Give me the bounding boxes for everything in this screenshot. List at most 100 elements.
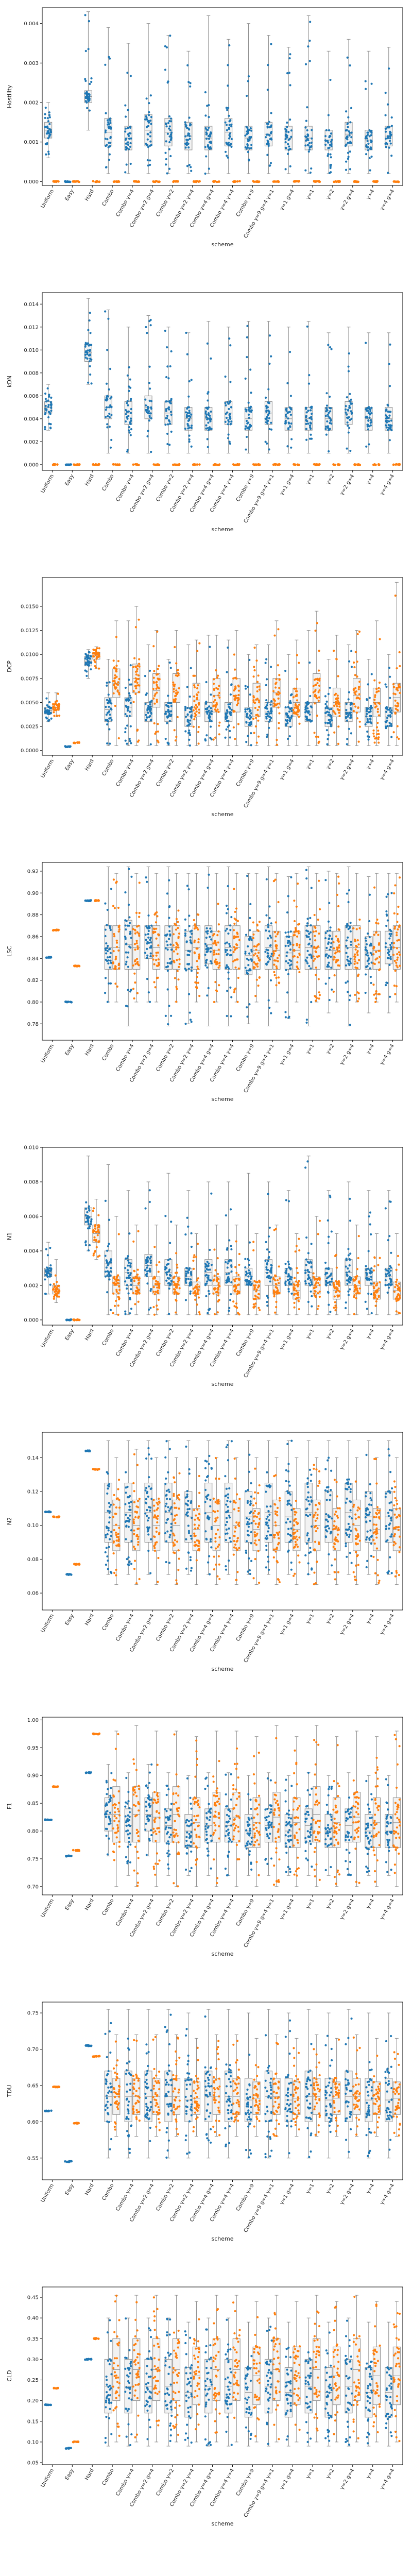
y-tick-label: 0.006 [24, 394, 39, 399]
strip-point [264, 136, 267, 139]
strip-point [255, 948, 258, 951]
strip-point [346, 447, 348, 450]
strip-point [168, 127, 170, 130]
strip-point [87, 655, 89, 658]
strip-point [196, 972, 199, 974]
strip-point [128, 945, 131, 948]
strip-point [310, 944, 313, 947]
strip-point [145, 939, 147, 941]
strip-point [105, 409, 107, 411]
strip-point [269, 703, 272, 706]
strip-point [350, 107, 353, 109]
x-tick-label: Easy [64, 1043, 75, 1057]
strip-point [190, 1274, 193, 1276]
strip-point [310, 956, 313, 959]
strip-point [374, 992, 377, 995]
strip-point [347, 901, 350, 904]
strip-point [129, 1274, 132, 1276]
strip-point [124, 409, 127, 412]
strip-point [348, 352, 350, 355]
x-axis-label: scheme [211, 1096, 233, 1103]
strip-point [128, 431, 131, 434]
x-tick-label: Hard [84, 1043, 95, 1057]
strip-point [150, 115, 153, 118]
strip-point [393, 892, 396, 895]
strip-point [298, 722, 301, 725]
y-tick-label: 0.000 [24, 179, 39, 185]
strip-point [267, 145, 270, 147]
strip-point [396, 939, 399, 942]
strip-point [206, 994, 209, 997]
strip-point [49, 133, 52, 136]
strip-point [165, 710, 167, 713]
strip-point [396, 921, 399, 923]
x-tick-label: γ=1 g=4 [279, 473, 296, 496]
strip-point [130, 937, 132, 939]
strip-point [305, 438, 308, 441]
strip-point [316, 715, 318, 717]
strip-point [336, 893, 338, 896]
strip-point [315, 735, 317, 738]
strip-point [286, 72, 289, 75]
strip-point [192, 709, 195, 711]
strip-point [152, 697, 155, 700]
strip-point [146, 957, 148, 959]
strip-point [129, 702, 132, 704]
strip-point [177, 937, 180, 939]
strip-point [56, 463, 59, 466]
strip-point [274, 940, 277, 942]
y-tick-label: 0.004 [24, 21, 39, 27]
strip-point [366, 710, 368, 713]
strip-point [396, 958, 399, 961]
strip-point [105, 706, 107, 708]
strip-point [248, 1003, 251, 1006]
strip-point [252, 921, 254, 924]
strip-point [112, 950, 115, 953]
strip-point [228, 440, 231, 443]
strip-point [178, 965, 180, 968]
strip-point [306, 710, 309, 714]
strip-point [314, 995, 316, 997]
strip-point [189, 723, 192, 725]
strip-point [187, 81, 190, 83]
strip-point [304, 708, 307, 710]
strip-point [145, 719, 147, 721]
strip-point [210, 410, 212, 413]
strip-point [152, 676, 155, 679]
strip-point [385, 415, 388, 418]
strip-point [114, 667, 116, 670]
strip-point [105, 1266, 108, 1269]
strip-point [169, 35, 171, 37]
strip-point [305, 869, 308, 871]
strip-point [214, 708, 216, 711]
strip-point [185, 1275, 187, 1277]
strip-point [370, 961, 373, 964]
strip-point [145, 1259, 147, 1261]
strip-point [178, 963, 181, 965]
strip-point [149, 140, 152, 143]
strip-point [245, 410, 248, 413]
strip-point [270, 953, 273, 955]
strip-point [150, 123, 152, 125]
strip-point [149, 131, 152, 134]
strip-point [325, 729, 328, 732]
strip-point [109, 367, 112, 370]
strip-point [127, 1292, 130, 1295]
strip-point [185, 1281, 187, 1284]
strip-point [256, 965, 259, 968]
strip-point [90, 662, 92, 664]
strip-point [349, 962, 352, 964]
strip-point [146, 1282, 149, 1285]
strip-point [84, 657, 87, 660]
strip-point [306, 950, 309, 952]
strip-point [354, 960, 356, 963]
strip-point [246, 146, 249, 149]
strip-point [345, 411, 347, 414]
strip-point [169, 957, 171, 960]
strip-point [108, 388, 110, 391]
strip-point [355, 945, 358, 948]
strip-point [329, 144, 331, 146]
strip-point [166, 970, 169, 972]
strip-point [127, 143, 130, 146]
strip-point [349, 393, 351, 395]
